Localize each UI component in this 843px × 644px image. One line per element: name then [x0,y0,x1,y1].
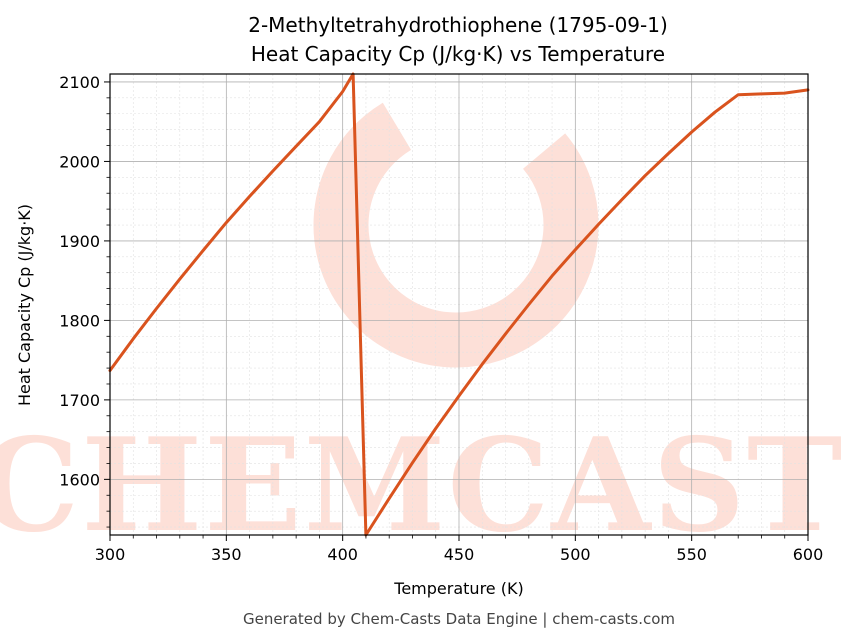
footer-credit: Generated by Chem-Casts Data Engine | ch… [243,610,675,628]
x-tick-label: 300 [95,545,126,564]
y-tick-label: 1900 [59,232,100,251]
ticks-layer: 300 350 400 450 500 550 600 1600 1700 1800 1900 200… [59,73,823,564]
x-axis-label: Temperature (K) [393,579,523,598]
x-tick-label: 450 [444,545,475,564]
x-tick-label: 350 [211,545,242,564]
x-tick-label: 600 [793,545,824,564]
series-line-0 [108,72,810,537]
y-tick-label: 1700 [59,391,100,410]
watermark-text: CHEMCASTS [0,411,843,561]
chart-subtitle: Heat Capacity Cp (J/kg·K) vs Temperature [251,42,665,66]
watermark: CHEMCASTS [0,82,843,561]
x-tick-label: 550 [676,545,707,564]
series-layer [108,72,810,537]
y-tick-label: 1800 [59,311,100,330]
x-tick-label: 500 [560,545,591,564]
y-axis-label: Heat Capacity Cp (J/kg·K) [15,204,34,406]
y-tick-label: 2100 [59,73,100,92]
y-tick-label: 1600 [59,470,100,489]
chart-title: 2-Methyltetrahydrothiophene (1795-09-1) [248,13,668,37]
y-tick-label: 2000 [59,152,100,171]
x-tick-label: 400 [327,545,358,564]
